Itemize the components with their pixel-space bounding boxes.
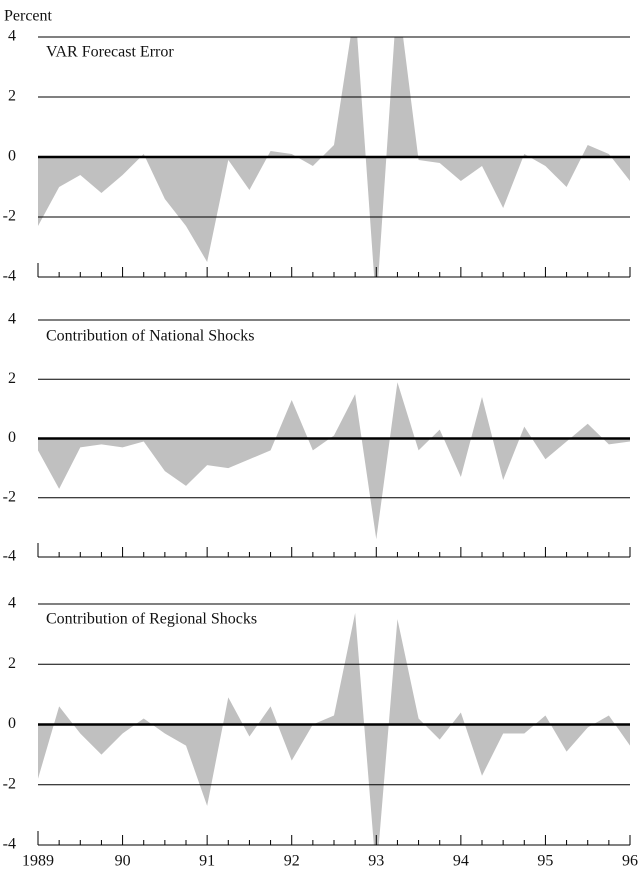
x-tick-label: 93 [368,853,384,870]
y-tick-label: 2 [8,370,16,387]
panel-title: Contribution of National Shocks [46,328,254,345]
y-tick-label: 0 [8,148,16,165]
y-tick-label: 0 [8,715,16,732]
y-axis-label: Percent [4,8,53,25]
y-tick-label: -4 [3,268,16,285]
panel-title: Contribution of Regional Shocks [46,611,257,628]
y-tick-label: 4 [8,311,16,328]
y-tick-label: 4 [8,28,16,45]
y-tick-label: 4 [8,595,16,612]
y-tick-label: -2 [3,208,16,225]
x-tick-label: 96 [622,853,638,870]
x-tick-label: 92 [284,853,300,870]
y-tick-label: -2 [3,488,16,505]
x-tick-label: 91 [199,853,215,870]
y-tick-label: -2 [3,775,16,792]
x-tick-label: 95 [537,853,553,870]
area [38,382,630,540]
y-tick-label: 2 [8,88,16,105]
panel-title: VAR Forecast Error [46,44,174,61]
y-tick-label: 2 [8,655,16,672]
x-tick-label: 94 [453,853,469,870]
x-tick-label: 1989 [22,853,54,870]
x-tick-label: 90 [115,853,131,870]
y-tick-label: -4 [3,548,16,565]
area [38,613,630,845]
y-tick-label: -4 [3,836,16,853]
y-tick-label: 0 [8,429,16,446]
